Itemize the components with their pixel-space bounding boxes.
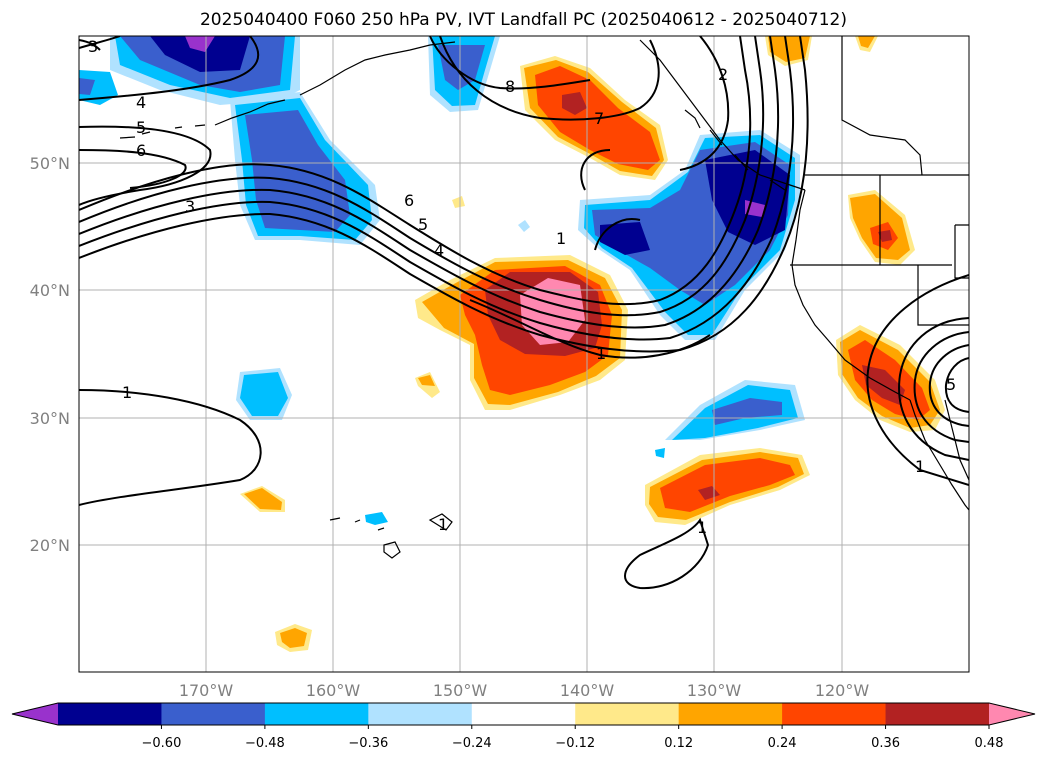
colorbar-tick-label: −0.48 xyxy=(245,736,285,751)
contour-label: 5 xyxy=(136,118,146,137)
colorbar-tick-label: −0.60 xyxy=(142,736,182,751)
colorbar-tick-label: −0.36 xyxy=(348,736,388,751)
contour-label: 1 xyxy=(697,518,707,537)
contour-label: 1 xyxy=(915,457,925,476)
colorbar-tick-label: 0.36 xyxy=(871,736,900,751)
colorbar-tick-label: −0.12 xyxy=(555,736,595,751)
contour-label: 1 xyxy=(556,229,566,248)
colorbar-extend-high xyxy=(989,703,1035,725)
lon-label: 170°W xyxy=(179,681,234,700)
contour-label: 5 xyxy=(418,215,428,234)
lat-label: 30°N xyxy=(30,409,70,428)
colorbar-tick-label: 0.24 xyxy=(768,736,797,751)
colorbar-extend-low xyxy=(12,703,58,725)
ivt-contours xyxy=(79,36,969,590)
contour-label: 2 xyxy=(718,65,728,84)
contour-label: 1 xyxy=(122,383,132,402)
plot-area: 3 4 5 6 3 6 5 4 1 1 8 7 2 1 1 5 1 1 xyxy=(79,36,969,672)
lon-label: 140°W xyxy=(560,681,615,700)
map-title: 2025040400 F060 250 hPa PV, IVT Landfall… xyxy=(199,10,847,30)
colorbar-outline xyxy=(11,702,1036,726)
colorbar-segment xyxy=(782,703,887,725)
lat-label: 40°N xyxy=(30,281,70,300)
colorbar: −0.60 −0.48 −0.36 −0.24 −0.12 0.12 0.24 0.36 0.4… xyxy=(11,702,1036,751)
gridlines xyxy=(79,36,969,672)
colorbar-segment xyxy=(471,703,576,725)
contour-label: 3 xyxy=(88,37,98,56)
plot-border xyxy=(78,35,970,673)
lon-label: 160°W xyxy=(306,681,361,700)
colorbar-segment xyxy=(678,703,783,725)
contour-label: 7 xyxy=(594,109,604,128)
contour-label: 3 xyxy=(185,197,195,216)
colorbar-segment xyxy=(161,703,266,725)
lon-label: 130°W xyxy=(687,681,742,700)
lon-label: 150°W xyxy=(433,681,488,700)
colorbar-segment xyxy=(368,703,473,725)
contour-label: 6 xyxy=(136,141,146,160)
colorbar-segment xyxy=(264,703,369,725)
colorbar-tick-label: 0.48 xyxy=(975,736,1004,751)
colorbar-segment xyxy=(885,703,990,725)
lon-label: 120°W xyxy=(815,681,870,700)
lat-label: 50°N xyxy=(30,154,70,173)
contour-label: 5 xyxy=(946,375,956,394)
contour-label: 1 xyxy=(438,515,448,534)
contour-label: 8 xyxy=(505,77,515,96)
colorbar-segment xyxy=(575,703,680,725)
colorbar-tick-label: −0.24 xyxy=(452,736,492,751)
colorbar-tick-label: 0.12 xyxy=(664,736,693,751)
latitude-labels: 50°N 40°N 30°N 20°N xyxy=(30,154,70,555)
contour-labels: 3 4 5 6 3 6 5 4 1 1 8 7 2 1 1 5 1 1 xyxy=(88,37,956,537)
coastlines xyxy=(119,36,969,559)
contour-label: 4 xyxy=(136,93,146,112)
lat-label: 20°N xyxy=(30,536,70,555)
contour-label: 1 xyxy=(596,344,606,363)
colorbar-segment xyxy=(58,703,162,725)
longitude-labels: 170°W 160°W 150°W 140°W 130°W 120°W xyxy=(179,681,870,700)
contour-label: 6 xyxy=(404,191,414,210)
contour-label: 4 xyxy=(434,241,444,260)
